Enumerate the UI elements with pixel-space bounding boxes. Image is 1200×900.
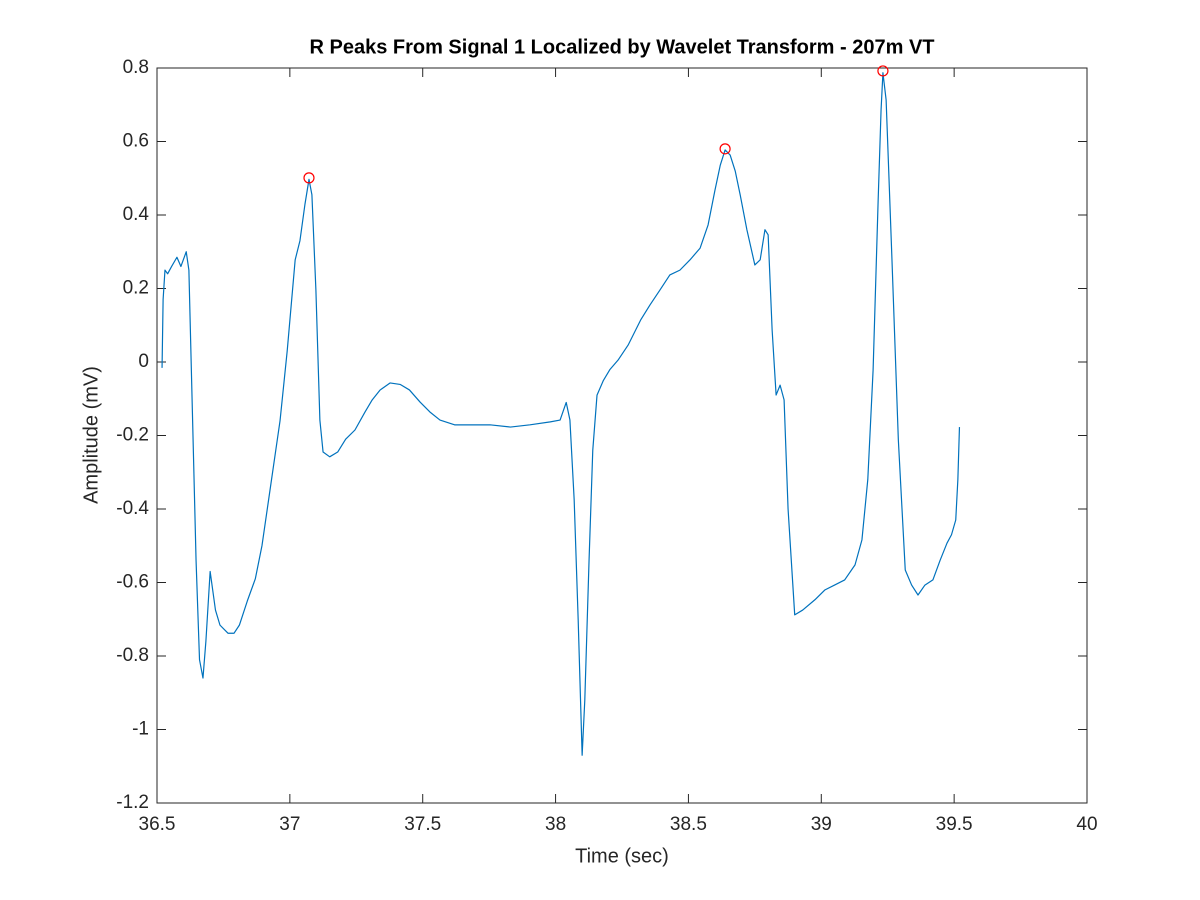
x-tick-label: 37 <box>279 814 300 835</box>
x-tick-label: 39.5 <box>936 814 973 835</box>
y-tick-label: 0.2 <box>123 278 149 299</box>
y-tick-label: -1 <box>132 719 149 740</box>
y-tick-label: 0.8 <box>123 57 149 78</box>
x-tick-label: 39 <box>811 814 832 835</box>
peak-marker <box>877 65 889 77</box>
plot-area <box>156 67 1088 804</box>
x-tick-label: 36.5 <box>139 814 176 835</box>
y-tick-label: -0.6 <box>116 572 149 593</box>
peak-marker <box>719 143 731 155</box>
y-tick-label: 0.4 <box>123 204 150 225</box>
x-tick-label: 37.5 <box>404 814 441 835</box>
x-tick-label: 40 <box>1076 814 1097 835</box>
y-tick-label: 0.6 <box>123 131 149 152</box>
y-tick-label: -0.8 <box>116 645 149 666</box>
x-tick-label: 38.5 <box>670 814 707 835</box>
y-axis-label: Amplitude (mV) <box>80 366 102 504</box>
chart-title: R Peaks From Signal 1 Localized by Wavel… <box>309 36 934 58</box>
x-axis-label: Time (sec) <box>575 845 669 867</box>
y-tick-label: -0.2 <box>116 425 149 446</box>
y-tick-label: 0 <box>138 351 149 372</box>
peak-marker <box>303 172 315 184</box>
signal-line <box>161 72 961 756</box>
x-tick-label: 38 <box>545 814 566 835</box>
y-tick-label: -0.4 <box>116 498 149 519</box>
y-tick-label: -1.2 <box>116 792 149 813</box>
